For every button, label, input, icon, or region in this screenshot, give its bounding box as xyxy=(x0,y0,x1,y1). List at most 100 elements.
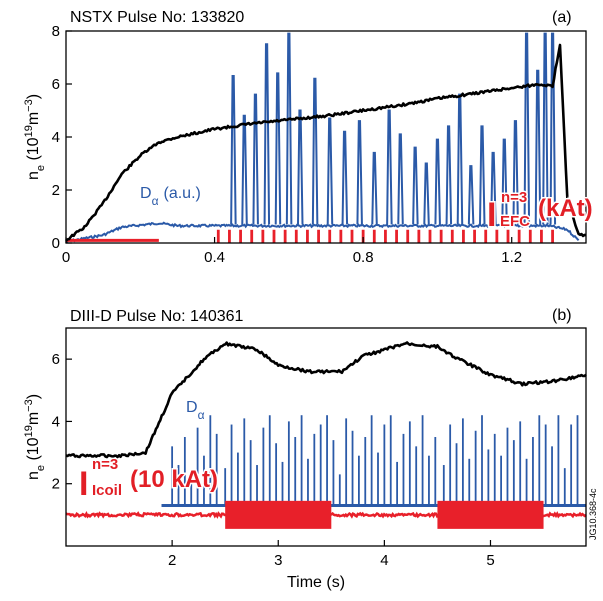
panel-a-dalpha-spike xyxy=(501,138,508,225)
panel-b-coil-block xyxy=(437,500,544,529)
panel-b-ylabel-main: n xyxy=(25,471,42,480)
panel-b-ylabel-exp: 19 xyxy=(23,425,35,437)
panel-a-coil-pulse xyxy=(261,229,265,243)
panel-a-xtick-label: 0.4 xyxy=(204,249,225,266)
panel-a-ylabel-close: ) xyxy=(25,94,42,99)
panel-b-plot-area xyxy=(65,341,587,529)
panel-a-dalpha-spike xyxy=(230,75,237,225)
panel-b-coil-block xyxy=(225,500,332,529)
panel-b-ylabel: ne (1019m−3) xyxy=(23,394,47,480)
panel-a-dalpha-label: Dα (a.u.) xyxy=(140,185,201,208)
panel-b-ytick-label: 4 xyxy=(52,413,60,430)
panel-a-dalpha-spike xyxy=(412,146,419,225)
panel-a-coil-pulse xyxy=(495,229,499,243)
panel-b-density-line xyxy=(65,341,587,459)
panel-a-dalpha-spike xyxy=(263,43,271,225)
panel-a-coil-pulse xyxy=(406,229,410,243)
panel-a-ylabel-open: (10 xyxy=(25,137,42,165)
panel-a-ylabel-mid: m xyxy=(25,112,42,125)
panel-a-coil-pulse xyxy=(462,229,465,243)
panel-a-ytick-label: 2 xyxy=(52,182,60,199)
panel-a-ytick-label: 6 xyxy=(52,76,60,93)
panel-a-coil-pulse xyxy=(239,229,242,243)
panel-a-coil-pulse xyxy=(361,229,365,243)
panel-b-dalpha-main: D xyxy=(186,399,198,416)
panel-a-coil-label: I n=3 EFC (kAt) xyxy=(486,188,595,236)
panel-a-ylabel-exp: 19 xyxy=(23,125,35,137)
panel-a-dalpha-spike xyxy=(371,151,378,225)
panel-b-xtick-label: 5 xyxy=(486,552,494,569)
panel-a-coil-pulse xyxy=(272,229,276,243)
panel-b-ylabel-exp2: −3 xyxy=(23,399,35,412)
panel-b-xtick-label: 2 xyxy=(168,552,176,569)
panel-a-dalpha-spike xyxy=(397,133,404,225)
panel-a-dalpha-spike xyxy=(542,32,549,225)
panel-a-letter: (a) xyxy=(552,9,572,26)
panel-a-coil-series xyxy=(66,229,554,243)
panel-a-coil-pulse xyxy=(540,229,543,243)
panel-a-coil-pulse xyxy=(328,229,332,243)
panel-a-coil-pulse xyxy=(506,229,510,243)
panel-a-density-line xyxy=(65,43,587,242)
panel-a-coil-pulse xyxy=(283,229,287,243)
panel-a-coil-pulse xyxy=(372,229,376,243)
panel-a-ticks: 0 0.4 0.8 1.2 0 2 4 6 8 xyxy=(52,23,522,266)
panel-a-xtick-label: 0.8 xyxy=(353,249,374,266)
panel-a-dalpha-spike xyxy=(252,93,259,225)
panel-a-dalpha-suffix: (a.u.) xyxy=(164,185,201,202)
panel-a-coil-pulse xyxy=(395,229,398,243)
panel-a-dalpha-spike xyxy=(434,138,441,225)
panel-a-coil-pulse xyxy=(551,229,554,243)
panel-a-coil-main: I xyxy=(487,196,496,234)
panel-b-ylabel-open: (10 xyxy=(25,437,42,465)
panel-a-coil-pulse xyxy=(428,229,432,243)
panel-b-xlabel: Time (s) xyxy=(287,574,345,591)
panel-a-dalpha-spike xyxy=(549,32,557,225)
panel-b-title: DIII-D Pulse No: 140361 xyxy=(70,308,244,325)
panel-b-dalpha-label: Dα xyxy=(186,399,205,422)
panel-a-dalpha-spike xyxy=(445,125,453,225)
panel-b-ylabel-mid: m xyxy=(25,412,42,425)
panel-a: NSTX Pulse No: 133820 (a) 0 0.4 0.8 1.2 0 2 4 6… xyxy=(23,9,595,266)
panel-b-ticks: 2 3 4 5 2 4 6 xyxy=(52,351,495,569)
panel-a-coil-pulse xyxy=(439,229,443,243)
panel-b-coil-main: I xyxy=(79,465,88,503)
panel-a-coil-pulse xyxy=(450,229,454,243)
panel-a-dalpha-main: D xyxy=(140,185,152,202)
panel-b-ylabel-close: ) xyxy=(25,394,42,399)
panel-b-xtick-label: 3 xyxy=(274,552,282,569)
panel-a-ylabel: ne (1019m−3) xyxy=(23,94,47,180)
panel-a-coil-pulse xyxy=(228,229,231,243)
panel-a-dalpha-baseline xyxy=(65,221,580,243)
panel-a-dalpha-spike xyxy=(423,162,430,225)
panel-a-dalpha-spike xyxy=(297,109,304,225)
panel-b-coil-sub: Icoil xyxy=(92,482,122,499)
panel-a-dalpha-spike xyxy=(326,117,334,225)
panel-a-coil-pulse xyxy=(339,229,343,243)
panel-b-dalpha-sub: α xyxy=(198,408,205,422)
panel-b-frame xyxy=(65,327,587,547)
panel-a-dalpha-spike xyxy=(490,151,497,225)
panel-a-dalpha-spike xyxy=(534,69,542,225)
panel-a-dalpha-spike xyxy=(456,93,464,225)
panel-b-coil-label: I n=3 Icoil (10 kAt) xyxy=(78,455,220,505)
panel-a-dalpha-spike xyxy=(467,165,475,225)
panel-a-ylabel-main: n xyxy=(25,171,42,180)
panel-a-ylabel-exp2: −3 xyxy=(23,99,35,112)
panel-a-coil-pulse xyxy=(317,229,320,243)
panel-a-dalpha-spike xyxy=(285,32,293,225)
panel-a-dalpha-spike xyxy=(274,72,282,225)
panel-a-ytick-label: 8 xyxy=(52,23,60,40)
panel-a-coil-pulse xyxy=(350,229,354,243)
panel-a-coil-pulse xyxy=(384,229,387,243)
figure-id: JG10.368-4c xyxy=(588,488,598,540)
panel-b-coil-series xyxy=(65,500,587,529)
panel-b-coil-sup: n=3 xyxy=(92,456,118,473)
panel-a-xtick-label: 1.2 xyxy=(501,249,522,266)
panel-a-coil-pulse xyxy=(473,229,476,243)
panel-a-coil-sub: EFC xyxy=(500,213,530,230)
panel-b-letter: (b) xyxy=(552,307,572,324)
panel-a-coil-pulse xyxy=(484,229,488,243)
panel-b-ytick-label: 2 xyxy=(52,476,60,493)
panel-a-coil-pulse xyxy=(306,229,309,243)
